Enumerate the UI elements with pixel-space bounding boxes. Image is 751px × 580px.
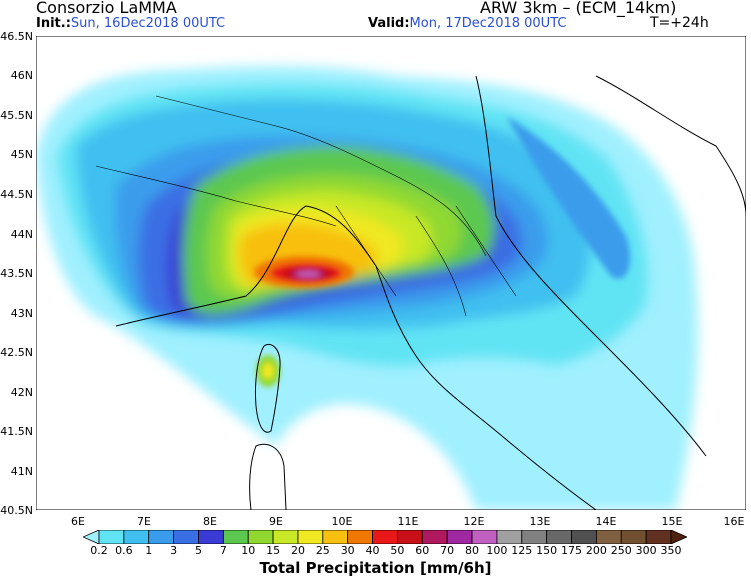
model-title: ARW 3km – (ECM_14km): [480, 0, 677, 17]
init-label: Init.:: [36, 16, 71, 31]
lat-label: 43.5N: [0, 267, 33, 280]
italy-east-coast: [475, 75, 707, 457]
colorbar-level-label: 10: [241, 544, 256, 557]
lon-label: 9E: [269, 515, 283, 528]
lat-label: 40.5N: [0, 504, 33, 517]
precipitation-core: [254, 116, 631, 387]
colorbar-swatch: [272, 530, 299, 544]
lead-time: T=+24h: [650, 15, 709, 31]
lat-label: 45N: [10, 148, 33, 161]
colorbar-level-label: 300: [635, 544, 657, 557]
colorbar-title: Total Precipitation [mm/6h]: [259, 559, 492, 577]
colorbar-level-label: 3: [170, 544, 178, 557]
colorbar-swatch: [123, 530, 150, 544]
lon-label: 11E: [397, 515, 419, 528]
lat-label: 46.5N: [0, 30, 33, 43]
corsica: [255, 343, 281, 433]
colorbar-swatch: [297, 530, 324, 544]
colorbar-swatch: [446, 530, 473, 544]
lat-label: 42.5N: [0, 346, 33, 359]
colorbar-swatch: [620, 530, 647, 544]
colorbar-level-label: 40: [365, 544, 380, 557]
colorbar-swatch: [83, 530, 100, 544]
colorbar-swatch: [546, 530, 572, 544]
colorbar-level-label: 175: [561, 544, 583, 557]
colorbar-level-label: 15: [266, 544, 281, 557]
balkan-coast: [595, 75, 746, 217]
colorbar-level-label: 250: [610, 544, 632, 557]
lon-label: 14E: [595, 515, 617, 528]
valid-label: Valid:: [368, 16, 410, 31]
lat-label: 41N: [10, 465, 33, 478]
colorbar-swatch: [471, 530, 498, 544]
colorbar-swatch: [322, 530, 349, 544]
lon-label: 12E: [463, 515, 485, 528]
colorbar-swatch: [247, 530, 274, 544]
colorbar-swatch: [397, 530, 423, 544]
colorbar-swatch: [98, 530, 125, 544]
colorbar-level-label: 125: [511, 544, 533, 557]
colorbar-swatch: [645, 530, 672, 544]
lon-label: 15E: [661, 515, 683, 528]
lat-label: 41.5N: [0, 425, 33, 438]
colorbar-swatch: [496, 530, 523, 544]
init-time: Init.:Sun, 16Dec2018 00UTC: [36, 16, 225, 31]
lat-label: 44.5N: [0, 188, 33, 201]
colorbar-level-label: 5: [194, 544, 202, 557]
lon-label: 6E: [71, 515, 85, 528]
colorbar-level-label: 70: [440, 544, 455, 557]
colorbar-level-label: 30: [340, 544, 355, 557]
colorbar-level-label: 1: [145, 544, 153, 557]
sardinia: [249, 443, 287, 510]
colorbar-swatch: [595, 530, 622, 544]
organization-title: Consorzio LaMMA: [36, 0, 177, 17]
lon-label: 13E: [529, 515, 551, 528]
colorbar-swatch: [148, 530, 175, 544]
lat-label: 44N: [10, 228, 33, 241]
lon-label: 16E: [723, 515, 745, 528]
lat-label: 45.5N: [0, 109, 33, 122]
lat-label: 43N: [10, 307, 33, 320]
colorbar-swatch: [571, 530, 597, 544]
colorbar-swatch: [173, 530, 199, 544]
colorbar-level-label: 60: [415, 544, 430, 557]
colorbar-swatch: [372, 530, 398, 544]
colorbar-swatch: [421, 530, 448, 544]
lat-label: 42N: [10, 386, 33, 399]
valid-value: Mon, 17Dec2018 00UTC: [409, 16, 567, 31]
colorbar-swatch: [198, 530, 224, 544]
colorbar-swatch: [222, 530, 249, 544]
colorbar-level-label: 80: [465, 544, 480, 557]
lat-label: 46N: [10, 69, 33, 82]
valid-time: Valid:Mon, 17Dec2018 00UTC: [368, 16, 566, 31]
colorbar-level-label: 25: [315, 544, 330, 557]
colorbar-level-label: 150: [536, 544, 558, 557]
colorbar-level-label: 200: [585, 544, 607, 557]
colorbar-level-label: 0.2: [90, 544, 108, 557]
lon-label: 8E: [203, 515, 217, 528]
colorbar-level-label: 7: [219, 544, 227, 557]
lon-label: 7E: [137, 515, 151, 528]
regional-borders: [95, 95, 517, 317]
init-value: Sun, 16Dec2018 00UTC: [70, 16, 226, 31]
colorbar-swatch: [347, 530, 373, 544]
colorbar-swatch: [670, 530, 687, 544]
colorbar-level-label: 100: [486, 544, 508, 557]
precipitation-map: [36, 36, 746, 510]
colorbar-swatch: [521, 530, 548, 544]
colorbar-level-label: 50: [390, 544, 405, 557]
colorbar: [83, 530, 687, 544]
colorbar-level-label: 20: [290, 544, 305, 557]
colorbar-level-label: 0.6: [115, 544, 133, 557]
lon-label: 10E: [331, 515, 353, 528]
colorbar-level-label: 350: [660, 544, 682, 557]
